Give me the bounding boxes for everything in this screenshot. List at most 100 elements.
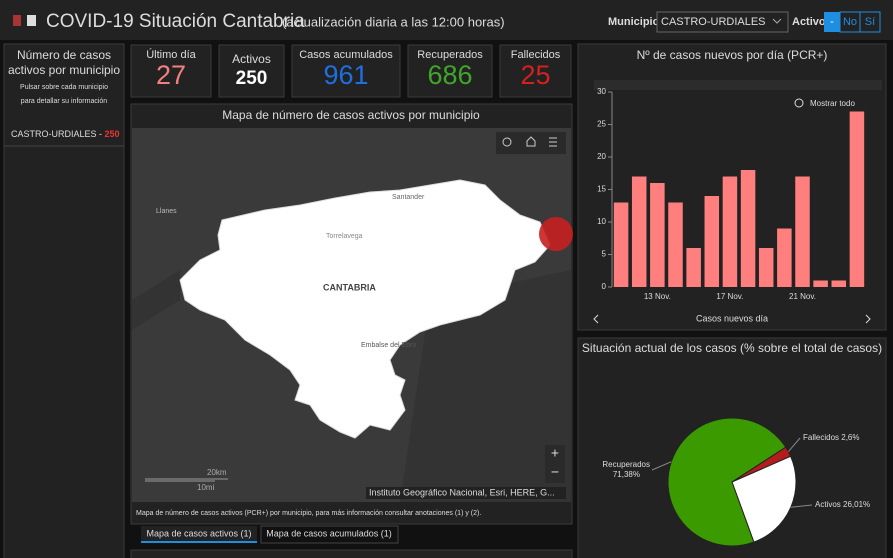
bar — [722, 176, 738, 287]
tab[interactable] — [260, 525, 399, 544]
bottom-panel — [130, 549, 573, 558]
tab[interactable] — [141, 526, 257, 543]
x-axis-label: Casos nuevos día — [696, 313, 768, 323]
bar — [777, 228, 792, 287]
left-hint: para detallar su información — [21, 98, 107, 105]
tab-label: Mapa de casos activos (1) — [146, 528, 251, 538]
kpi-value: 961 — [323, 60, 368, 90]
list-icon[interactable] — [549, 137, 557, 147]
zoom-control[interactable] — [545, 445, 565, 483]
tab-label: Mapa de casos acumulados (1) — [266, 528, 392, 538]
left-panel — [3, 43, 125, 558]
y-tick-label: 25 — [597, 120, 606, 129]
municipio-label: Municipio — [608, 16, 660, 28]
leader-line — [651, 461, 672, 471]
kpi-label: Casos acumulados — [299, 49, 393, 61]
bar — [831, 280, 847, 287]
zoom-in[interactable]: + — [551, 445, 559, 461]
button[interactable] — [824, 12, 840, 32]
left-title: Número de casos — [17, 48, 111, 62]
kpi-label: Activos — [232, 52, 271, 66]
bar — [813, 280, 828, 287]
search-icon[interactable] — [502, 137, 512, 147]
button-label: Sí — [865, 16, 875, 28]
map-title: Mapa de número de casos activos por muni… — [222, 108, 480, 122]
kpi-label: Fallecidos — [511, 49, 561, 61]
button[interactable] — [859, 11, 881, 33]
y-tick-label: 15 — [597, 185, 606, 194]
pie-value-label: 2,6% — [841, 433, 859, 442]
chart-strip — [594, 80, 882, 90]
kpi-card — [407, 44, 493, 98]
leader-line — [787, 437, 801, 452]
terrain — [132, 270, 571, 502]
logo — [27, 15, 36, 26]
button-label: - — [830, 16, 834, 28]
map-label: Santander — [392, 194, 425, 201]
chart-title: Nº de casos nuevos por día (PCR+) — [637, 48, 828, 62]
map-label: CANTABRIA — [323, 282, 376, 292]
bar — [650, 183, 665, 287]
zoom-out[interactable]: − — [551, 464, 559, 480]
kpi-value: 27 — [156, 60, 186, 90]
reset-label: Mostrar todo — [810, 99, 855, 108]
button-label: No — [843, 16, 857, 28]
left-title: activos por municipio — [8, 63, 120, 77]
kpi-value: 686 — [427, 60, 472, 90]
home-icon[interactable] — [526, 136, 536, 147]
y-tick-label: 5 — [602, 250, 607, 259]
scale-mi: 10mi — [197, 483, 215, 492]
header-title: COVID-19 Situación Cantabria — [46, 11, 305, 32]
municipio-value: CASTRO-URDIALES — [661, 16, 766, 28]
scale-km: 20km — [207, 468, 227, 477]
logo — [13, 15, 21, 26]
left-hint: Pulsar sobre cada municipio — [20, 84, 108, 91]
pie-name: Fallecidos — [803, 433, 839, 442]
y-tick-label: 30 — [597, 87, 606, 96]
kpi-card — [499, 44, 572, 98]
bar — [613, 202, 629, 287]
y-tick-label: 0 — [602, 282, 607, 291]
kpi-value: 250 — [236, 68, 268, 89]
map-toolbar[interactable] — [496, 132, 566, 154]
bar — [740, 170, 756, 287]
x-tick-label: 17 Nov. — [716, 292, 743, 301]
municipio-select[interactable] — [656, 11, 789, 33]
map-label: Llanes — [156, 208, 177, 215]
y-tick-label: 20 — [597, 152, 606, 161]
pie-name: Activos — [815, 500, 841, 509]
kpi-value: 25 — [520, 60, 550, 90]
list-item[interactable]: CASTRO-URDIALES - 250 — [11, 129, 120, 139]
scale-bar — [145, 478, 228, 482]
kpi-card — [218, 44, 285, 98]
pie-label: Fallecidos 2,6% — [803, 433, 859, 442]
reset-icon[interactable] — [794, 98, 804, 108]
x-tick-label: 13 Nov. — [644, 292, 671, 301]
pie-slice — [667, 417, 787, 547]
map-label: Embalse del Ebro — [361, 342, 416, 349]
bar — [849, 111, 865, 287]
scroll-left[interactable] — [593, 314, 599, 324]
kpi-card — [130, 44, 212, 98]
pie-label: Activos 26,01% — [815, 500, 870, 509]
bar — [668, 202, 683, 287]
attribution: Instituto Geográfico Nacional, Esri, HER… — [369, 487, 555, 497]
y-tick-label: 10 — [597, 217, 606, 226]
kpi-label: Recuperados — [417, 49, 483, 61]
leader-line — [790, 504, 813, 508]
bar — [795, 176, 810, 287]
kpi-card — [291, 44, 401, 98]
bar — [758, 248, 774, 287]
map-caption: Mapa de número de casos activos (PCR+) p… — [136, 510, 481, 517]
kpi-label: Último día — [146, 48, 196, 61]
scroll-right[interactable] — [865, 314, 871, 324]
chart-title: Situación actual de los casos (% sobre e… — [582, 341, 882, 355]
pie-value-label: 26,01% — [843, 500, 870, 509]
item-value: 250 — [105, 129, 120, 139]
select-arrow — [772, 18, 782, 24]
region-shape[interactable] — [179, 179, 551, 439]
case-bubble[interactable] — [539, 217, 573, 251]
activo-label: Activo — [792, 16, 826, 28]
pie-label: Recuperados — [602, 460, 650, 469]
